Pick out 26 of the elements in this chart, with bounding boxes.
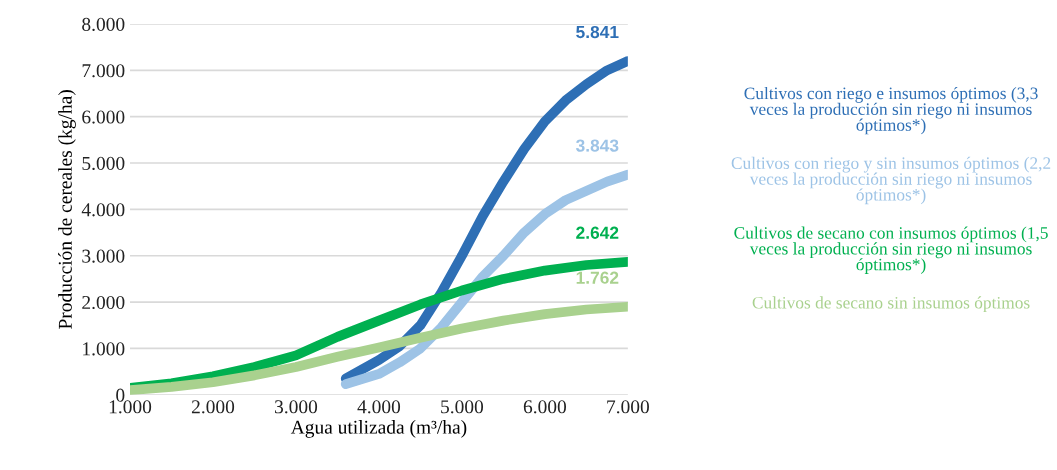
annotation: 1.762 — [576, 271, 619, 284]
text: Cultivos con riego e insumos óptimos (3,3 veces la producción sin riego ni insumos óptimos*) — [744, 86, 1038, 135]
y-tick-label: 1.000 — [83, 342, 125, 356]
y-tick-label: 3.000 — [82, 249, 125, 263]
annotation: 3.843 — [575, 139, 619, 152]
y-tick-label: 2.000 — [82, 295, 125, 310]
x-axis-title: Agua utilizada (m³/ha) — [290, 420, 467, 438]
text: Cultivos con riego y sin insumos óptimos (2,2 veces la producción sin riego ni insumos óptimos*) — [731, 156, 1051, 205]
y-tick-label: 0 — [116, 388, 125, 402]
x-tick-label: 7.000 — [607, 400, 649, 414]
x-tick-label: 1.000 — [109, 400, 152, 414]
annotation: 5.841 — [576, 25, 619, 39]
y-tick-label: 6.000 — [82, 110, 125, 124]
x-tick-label: 6.000 — [523, 400, 567, 414]
x-tick-label: 5.000 — [441, 400, 484, 414]
y-tick-label: 7.000 — [82, 64, 125, 78]
y-tick-label: 5.000 — [82, 156, 125, 171]
text: Cultivos de secano sin insumos óptimos — [752, 296, 1030, 313]
y-tick-label: 4.000 — [81, 203, 125, 217]
y-axis-title: Producción de cereales (kg/ha) — [58, 90, 76, 329]
x-tick-label: 3.000 — [275, 400, 318, 414]
annotation: 2.642 — [576, 226, 619, 239]
y-tick-label: 8.000 — [82, 17, 125, 31]
text: Cultivos de secano con insumos óptimos (1,5 veces la producción sin riego ni insumos óptimos*) — [734, 226, 1048, 274]
x-tick-label: 2.000 — [191, 400, 235, 414]
x-tick-label: 4.000 — [357, 400, 401, 414]
